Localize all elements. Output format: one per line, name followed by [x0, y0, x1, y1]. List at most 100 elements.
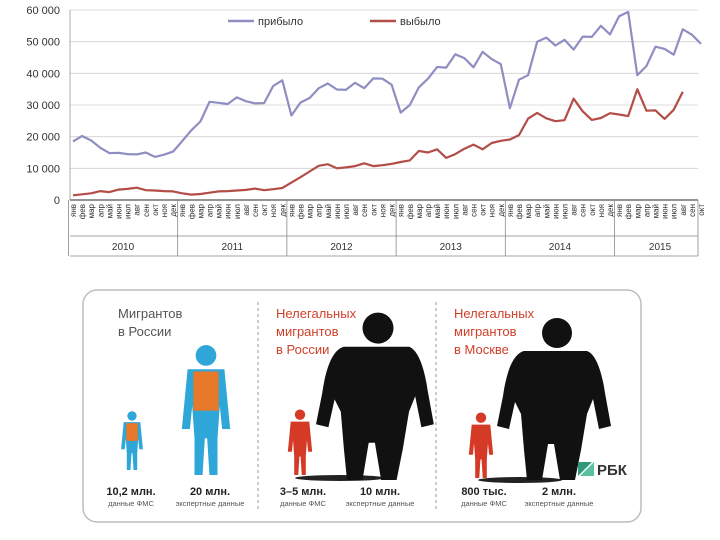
panel2-figure1-value: 3–5 млн.: [280, 486, 326, 498]
x-tick-label: июн: [224, 204, 233, 219]
x-tick-label: дек: [388, 204, 397, 217]
x-tick-label: дек: [606, 204, 615, 217]
x-tick-label: ноя: [269, 204, 278, 217]
x-tick-label: окт: [479, 204, 488, 216]
x-tick-label: июн: [551, 204, 560, 219]
year-label: 2012: [330, 242, 353, 253]
y-tick-label: 20 000: [26, 132, 60, 144]
y-tick-label: 60 000: [26, 5, 60, 17]
x-tick-label: окт: [588, 204, 597, 216]
panel1-heading-line1: Мигрантов: [118, 306, 183, 321]
x-tick-label: фев: [187, 204, 196, 219]
migrant-figure-giant-black: [497, 318, 611, 480]
panel1-figure2-source: экспертные данные: [176, 499, 245, 508]
x-tick-label: июл: [124, 204, 133, 219]
x-tick-label: фев: [78, 204, 87, 219]
x-tick-label: дек: [169, 204, 178, 217]
x-tick-label: июл: [342, 204, 351, 219]
x-tick-label: авг: [242, 204, 251, 216]
y-tick-label: 0: [54, 195, 60, 207]
x-tick-label: мар: [524, 203, 533, 218]
x-tick-label: окт: [151, 204, 160, 216]
panel3-figure2-value: 2 млн.: [542, 486, 576, 498]
x-tick-label: ноя: [597, 204, 606, 217]
y-axis-ticks: 0 10 000 20 000 30 000 40 000 50 000 60 000: [26, 5, 60, 207]
panel2-heading-line1: Нелегальных: [276, 306, 357, 321]
x-tick-label: апр: [642, 203, 651, 217]
x-tick-label: янв: [397, 204, 406, 217]
x-tick-label: фев: [515, 204, 524, 219]
rbk-logo: РБК: [578, 462, 628, 479]
migrant-figure-small-red: [287, 409, 313, 475]
panel3-heading-line2: мигрантов: [454, 324, 517, 339]
x-tick-label: окт: [369, 204, 378, 216]
x-tick-label: дек: [278, 204, 287, 217]
panel2-figure1-source: данные ФМС: [280, 499, 326, 508]
x-tick-label: апр: [315, 203, 324, 217]
migrant-figure-giant-black: [316, 312, 434, 480]
panel1-figure2-value: 20 млн.: [190, 486, 230, 498]
panel1-figure1-value: 10,2 млн.: [106, 486, 155, 498]
legend-label-1: выбыло: [400, 16, 441, 28]
x-tick-label: сен: [688, 204, 697, 217]
panel3-figure1-source: данные ФМС: [461, 499, 507, 508]
x-tick-label: ноя: [378, 204, 387, 217]
x-tick-label: авг: [570, 204, 579, 216]
y-tick-label: 50 000: [26, 37, 60, 49]
x-tick-label: сен: [469, 204, 478, 217]
x-tick-label: июн: [115, 204, 124, 219]
year-label: 2011: [222, 242, 244, 253]
x-tick-label: июл: [670, 204, 679, 219]
x-tick-label: фев: [297, 204, 306, 219]
y-tick-label: 10 000: [26, 163, 60, 175]
x-tick-label: апр: [533, 203, 542, 217]
x-tick-label: окт: [697, 204, 706, 216]
x-tick-label: янв: [506, 204, 515, 217]
x-tick-label: апр: [206, 203, 215, 217]
x-tick-label: дек: [497, 204, 506, 217]
migrant-figure-small-red: [468, 412, 494, 478]
x-tick-label: авг: [351, 204, 360, 216]
series-line-0: [72, 10, 702, 158]
x-tick-label: июн: [442, 204, 451, 219]
panel2-figure2-source: экспертные данные: [346, 499, 415, 508]
panel3-figure1-value: 800 тыс.: [461, 486, 506, 498]
x-tick-label: июл: [560, 204, 569, 219]
year-label: 2014: [549, 242, 572, 253]
x-tick-label: фев: [406, 204, 415, 219]
shadow: [295, 475, 385, 481]
x-tick-label: май: [105, 204, 114, 218]
series-line-1: [72, 88, 684, 197]
panel2-heading-line2: мигрантов: [276, 324, 339, 339]
chart-series: [72, 10, 702, 197]
x-tick-label: июл: [451, 204, 460, 219]
x-tick-label: ноя: [160, 204, 169, 217]
x-tick-label: сен: [251, 204, 260, 217]
migrant-figure-large-blue: [181, 345, 231, 475]
chart-legend: прибыло выбыло: [228, 16, 441, 28]
x-tick-label: авг: [133, 204, 142, 216]
x-tick-label: фев: [624, 204, 633, 219]
x-tick-label: май: [324, 204, 333, 218]
x-tick-label: июл: [233, 204, 242, 219]
migration-line-chart: 0 10 000 20 000 30 000 40 000 50 000 60 000 ян…: [26, 5, 706, 257]
y-tick-label: 30 000: [26, 100, 60, 112]
x-tick-label: мар: [306, 203, 315, 218]
shadow: [478, 477, 562, 483]
x-tick-label: мар: [196, 203, 205, 218]
panel3-heading-line1: Нелегальных: [454, 306, 535, 321]
x-tick-label: мар: [633, 203, 642, 218]
year-label: 2015: [649, 242, 672, 253]
x-tick-label: июн: [661, 204, 670, 219]
x-tick-label: май: [651, 204, 660, 218]
x-tick-label: апр: [96, 203, 105, 217]
panel1-heading-line2: в России: [118, 324, 171, 339]
logo-text: РБК: [597, 462, 628, 479]
x-tick-label: авг: [679, 204, 688, 216]
panel2-figure2-value: 10 млн.: [360, 486, 400, 498]
x-tick-label: май: [433, 204, 442, 218]
x-tick-label: июн: [333, 204, 342, 219]
x-tick-label: май: [542, 204, 551, 218]
x-tick-label: апр: [424, 203, 433, 217]
legend-label-0: прибыло: [258, 16, 303, 28]
